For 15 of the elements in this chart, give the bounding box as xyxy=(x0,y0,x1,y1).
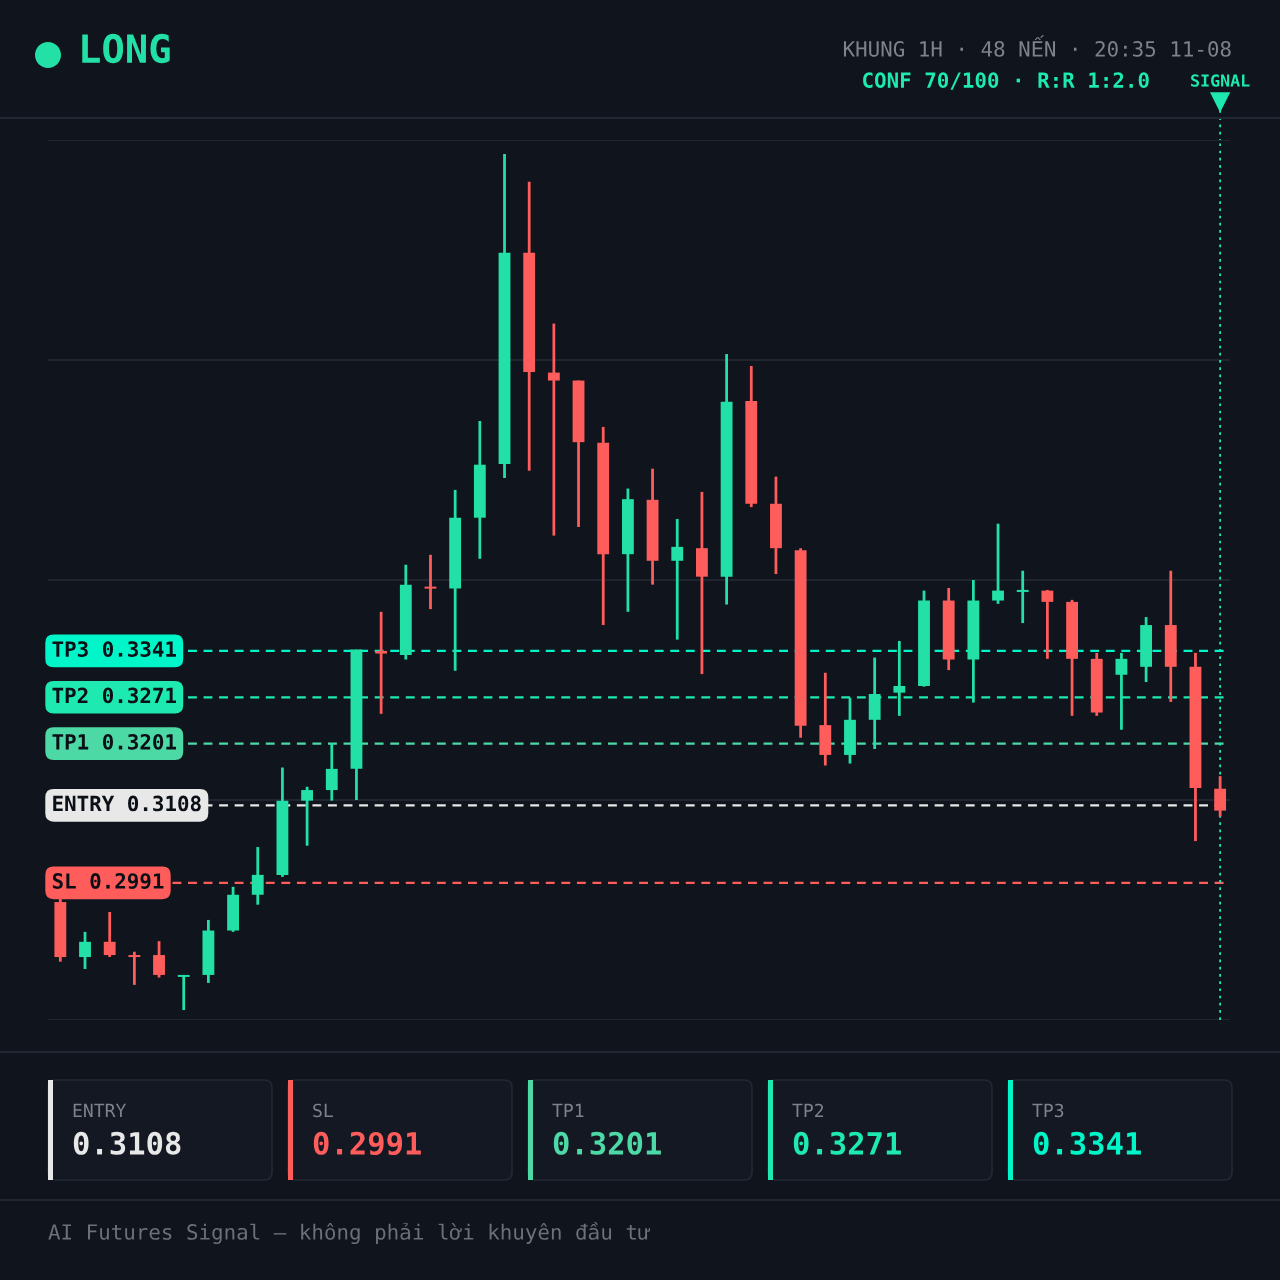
text: AI Futures Signal — không phải lời khuyên đầu tư xyxy=(48,1221,651,1245)
ref-line-label: TP2 0.3271 xyxy=(52,687,176,704)
ref-line-label: TP1 0.3201 xyxy=(52,733,176,750)
chart-subtitle: KHUNG 1H · 48 NẾN · 20:35 11-08 xyxy=(843,35,1231,57)
text: SL 0.2991 xyxy=(313,1103,421,1156)
ref-line-label: ENTRY 0.3108 xyxy=(53,795,201,812)
text: TP3 0.3341 xyxy=(1032,1103,1141,1155)
text: SIGNAL xyxy=(1191,74,1250,87)
text: CONF 70/100 · R:R 1:2.0 xyxy=(863,72,1149,90)
text: TP2 0.3271 xyxy=(792,1103,901,1155)
text: ENTRY 0.3108 xyxy=(73,1103,181,1155)
chart-title: LONG xyxy=(82,33,170,64)
text: TP1 0.3201 xyxy=(552,1103,661,1155)
ref-line-label: TP3 0.3341 xyxy=(52,641,176,657)
ref-line-label: SL 0.2991 xyxy=(52,873,164,889)
